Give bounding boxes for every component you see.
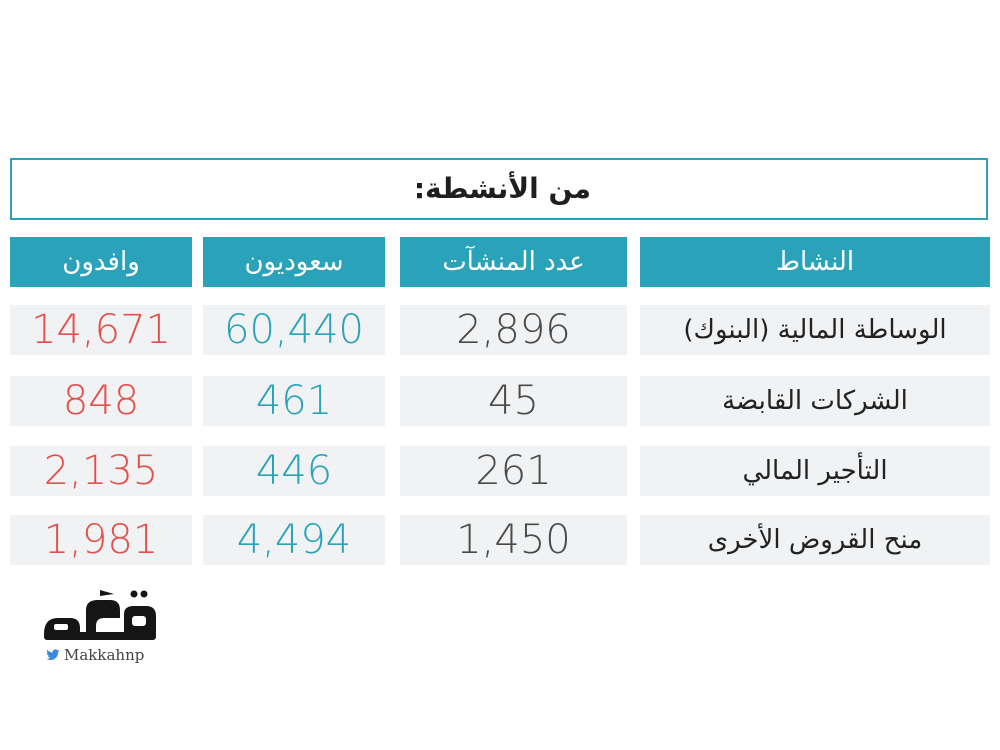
- table-cell-establishments: 2,896: [400, 305, 627, 355]
- table-cell-saudis: 446: [203, 446, 385, 496]
- header-establishments: عدد المنشآت: [400, 237, 627, 287]
- table-cell-expats: 1,981: [10, 515, 192, 565]
- makkah-logo: Makkahnp: [40, 588, 165, 668]
- header-expats: وافدون: [10, 237, 192, 287]
- page-title: من الأنشطة:: [413, 172, 591, 205]
- table-cell-activity: الشركات القابضة: [640, 376, 990, 426]
- table-cell-establishments: 261: [400, 446, 627, 496]
- table-cell-expats: 14,671: [10, 305, 192, 355]
- header-saudis: سعوديون: [203, 237, 385, 287]
- twitter-bird-icon: [46, 649, 60, 660]
- table-cell-saudis: 60,440: [203, 305, 385, 355]
- table-cell-saudis: 4,494: [203, 515, 385, 565]
- table-cell-expats: 2,135: [10, 446, 192, 496]
- makkah-logo-mark: [44, 590, 156, 640]
- header-activity: النشاط: [640, 237, 990, 287]
- title-box: من الأنشطة:: [10, 158, 988, 220]
- table-cell-establishments: 1,450: [400, 515, 627, 565]
- table-cell-activity: التأجير المالي: [640, 446, 990, 496]
- table-cell-activity: منح القروض الأخرى: [640, 515, 990, 565]
- table-cell-saudis: 461: [203, 376, 385, 426]
- table-cell-establishments: 45: [400, 376, 627, 426]
- twitter-handle-text: Makkahnp: [64, 646, 145, 664]
- table-cell-expats: 848: [10, 376, 192, 426]
- table-cell-activity: الوساطة المالية (البنوك): [640, 305, 990, 355]
- twitter-handle: Makkahnp: [46, 646, 144, 664]
